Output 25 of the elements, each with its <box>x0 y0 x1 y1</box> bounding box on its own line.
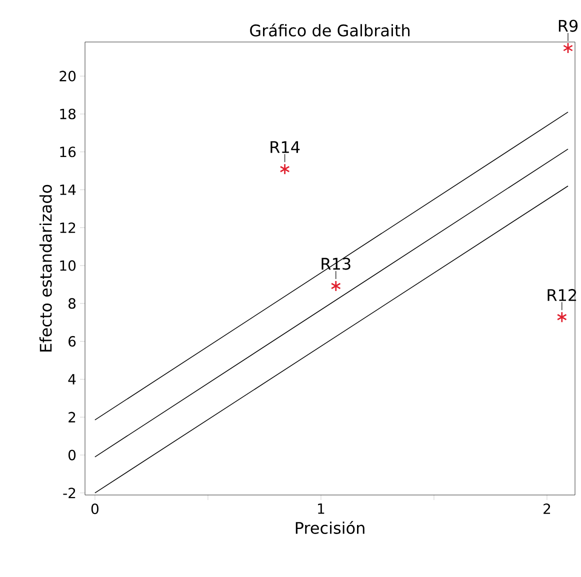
y-axis-title: Efecto estandarizado <box>39 184 52 352</box>
annotation: R9 <box>558 20 578 32</box>
chart-title: Gráfico de Galbraith <box>250 23 410 37</box>
y-tick-label: 18 <box>60 108 76 120</box>
x-tick-label: 0 <box>91 504 98 514</box>
y-tick-label: 6 <box>68 336 76 347</box>
y-tick-label: 8 <box>68 298 76 309</box>
y-tick-label: 2 <box>68 412 76 422</box>
y-tick-label: 4 <box>68 374 76 384</box>
y-tick-label: 16 <box>60 146 76 158</box>
y-tick-label: 10 <box>60 260 76 271</box>
annotation: R14 <box>270 141 300 153</box>
x-tick-label: 1 <box>318 504 324 514</box>
y-tick-label: 14 <box>60 184 76 195</box>
y-tick-label: -2 <box>63 488 76 498</box>
y-tick-label: 12 <box>60 222 76 233</box>
point <box>556 311 567 323</box>
point <box>280 163 290 175</box>
y-tick-label: 0 <box>68 450 76 460</box>
annotation: R12 <box>548 289 576 301</box>
y-tick-label: 20 <box>60 70 76 82</box>
x-axis-title: Precisión <box>296 520 364 534</box>
point <box>330 280 341 292</box>
x-tick-label: 2 <box>544 504 550 514</box>
point <box>562 42 574 54</box>
